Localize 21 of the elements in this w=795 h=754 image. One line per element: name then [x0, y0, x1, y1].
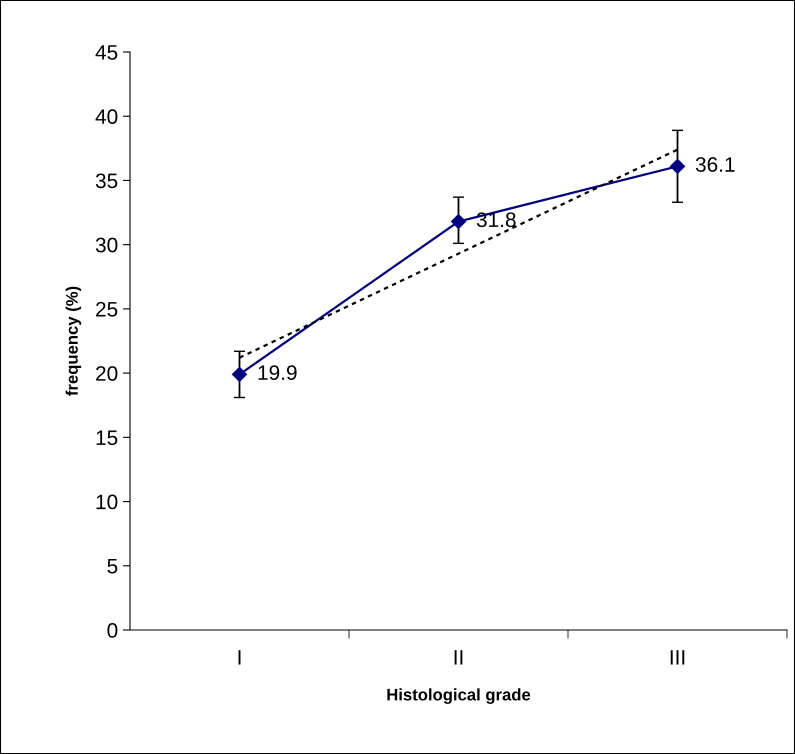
x-tick-label: II	[454, 650, 462, 665]
y-tick-label: 25	[96, 302, 118, 317]
y-tick-label: 10	[96, 494, 118, 510]
y-tick-label: 20	[96, 366, 118, 381]
y-tick-label: 40	[96, 109, 118, 124]
y-tick-label: 15	[96, 430, 118, 446]
x-tick-label: I	[238, 650, 240, 665]
y-tick-label: 35	[96, 173, 118, 188]
y-tick-label: 30	[96, 238, 118, 252]
point	[670, 158, 686, 174]
y-tick-label: 45	[96, 45, 118, 60]
point	[450, 214, 466, 230]
data-label: 19.9	[258, 365, 297, 380]
y-tick-label: 5	[107, 558, 118, 574]
data-label: 36.1	[696, 157, 735, 172]
y-axis-title: frequency (%)	[66, 286, 82, 396]
data-label: 31.8	[476, 212, 516, 228]
x-tick-label: III	[670, 650, 684, 665]
x-axis-title: Histological grade	[387, 688, 530, 704]
point	[232, 366, 248, 382]
y-tick-label: 0	[107, 623, 118, 638]
